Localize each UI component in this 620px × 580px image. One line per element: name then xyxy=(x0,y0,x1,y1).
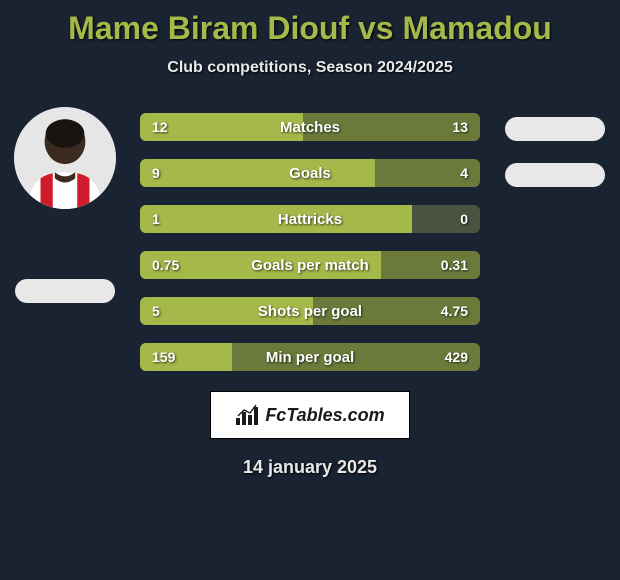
player-right-name-pill-2 xyxy=(505,163,605,187)
player-left-avatar xyxy=(14,107,116,209)
stat-value-right: 0 xyxy=(460,205,468,233)
stat-row: 1213Matches xyxy=(140,113,480,141)
stat-value-left: 12 xyxy=(152,113,168,141)
player-left-column xyxy=(10,107,120,303)
stat-row: 54.75Shots per goal xyxy=(140,297,480,325)
stat-value-left: 1 xyxy=(152,205,160,233)
stat-row: 10Hattricks xyxy=(140,205,480,233)
stat-row: 0.750.31Goals per match xyxy=(140,251,480,279)
stat-value-right: 13 xyxy=(452,113,468,141)
stats-bars: 1213Matches94Goals10Hattricks0.750.31Goa… xyxy=(140,113,480,371)
date-text: 14 january 2025 xyxy=(0,457,620,478)
stat-value-left: 0.75 xyxy=(152,251,179,279)
stat-value-right: 0.31 xyxy=(441,251,468,279)
stat-value-left: 9 xyxy=(152,159,160,187)
stat-row: 94Goals xyxy=(140,159,480,187)
stat-bar-right xyxy=(232,343,480,371)
stat-value-left: 159 xyxy=(152,343,175,371)
brand-text: FcTables.com xyxy=(265,405,384,426)
stat-value-right: 4 xyxy=(460,159,468,187)
avatar-icon xyxy=(14,107,116,209)
brand-bars-icon xyxy=(235,404,261,426)
stat-bar-left xyxy=(140,297,313,325)
stat-value-right: 4.75 xyxy=(441,297,468,325)
subtitle: Club competitions, Season 2024/2025 xyxy=(0,59,620,77)
comparison-card: Mame Biram Diouf vs Mamadou Club competi… xyxy=(0,0,620,488)
brand-badge[interactable]: FcTables.com xyxy=(210,391,410,439)
stat-row: 159429Min per goal xyxy=(140,343,480,371)
main-row: 1213Matches94Goals10Hattricks0.750.31Goa… xyxy=(0,107,620,371)
player-right-name-pill-1 xyxy=(505,117,605,141)
stat-bar-left xyxy=(140,159,375,187)
stat-value-right: 429 xyxy=(445,343,468,371)
player-right-column xyxy=(500,107,610,187)
stat-bar-left xyxy=(140,205,412,233)
player-left-name-pill xyxy=(15,279,115,303)
stat-value-left: 5 xyxy=(152,297,160,325)
page-title: Mame Biram Diouf vs Mamadou xyxy=(0,10,620,47)
